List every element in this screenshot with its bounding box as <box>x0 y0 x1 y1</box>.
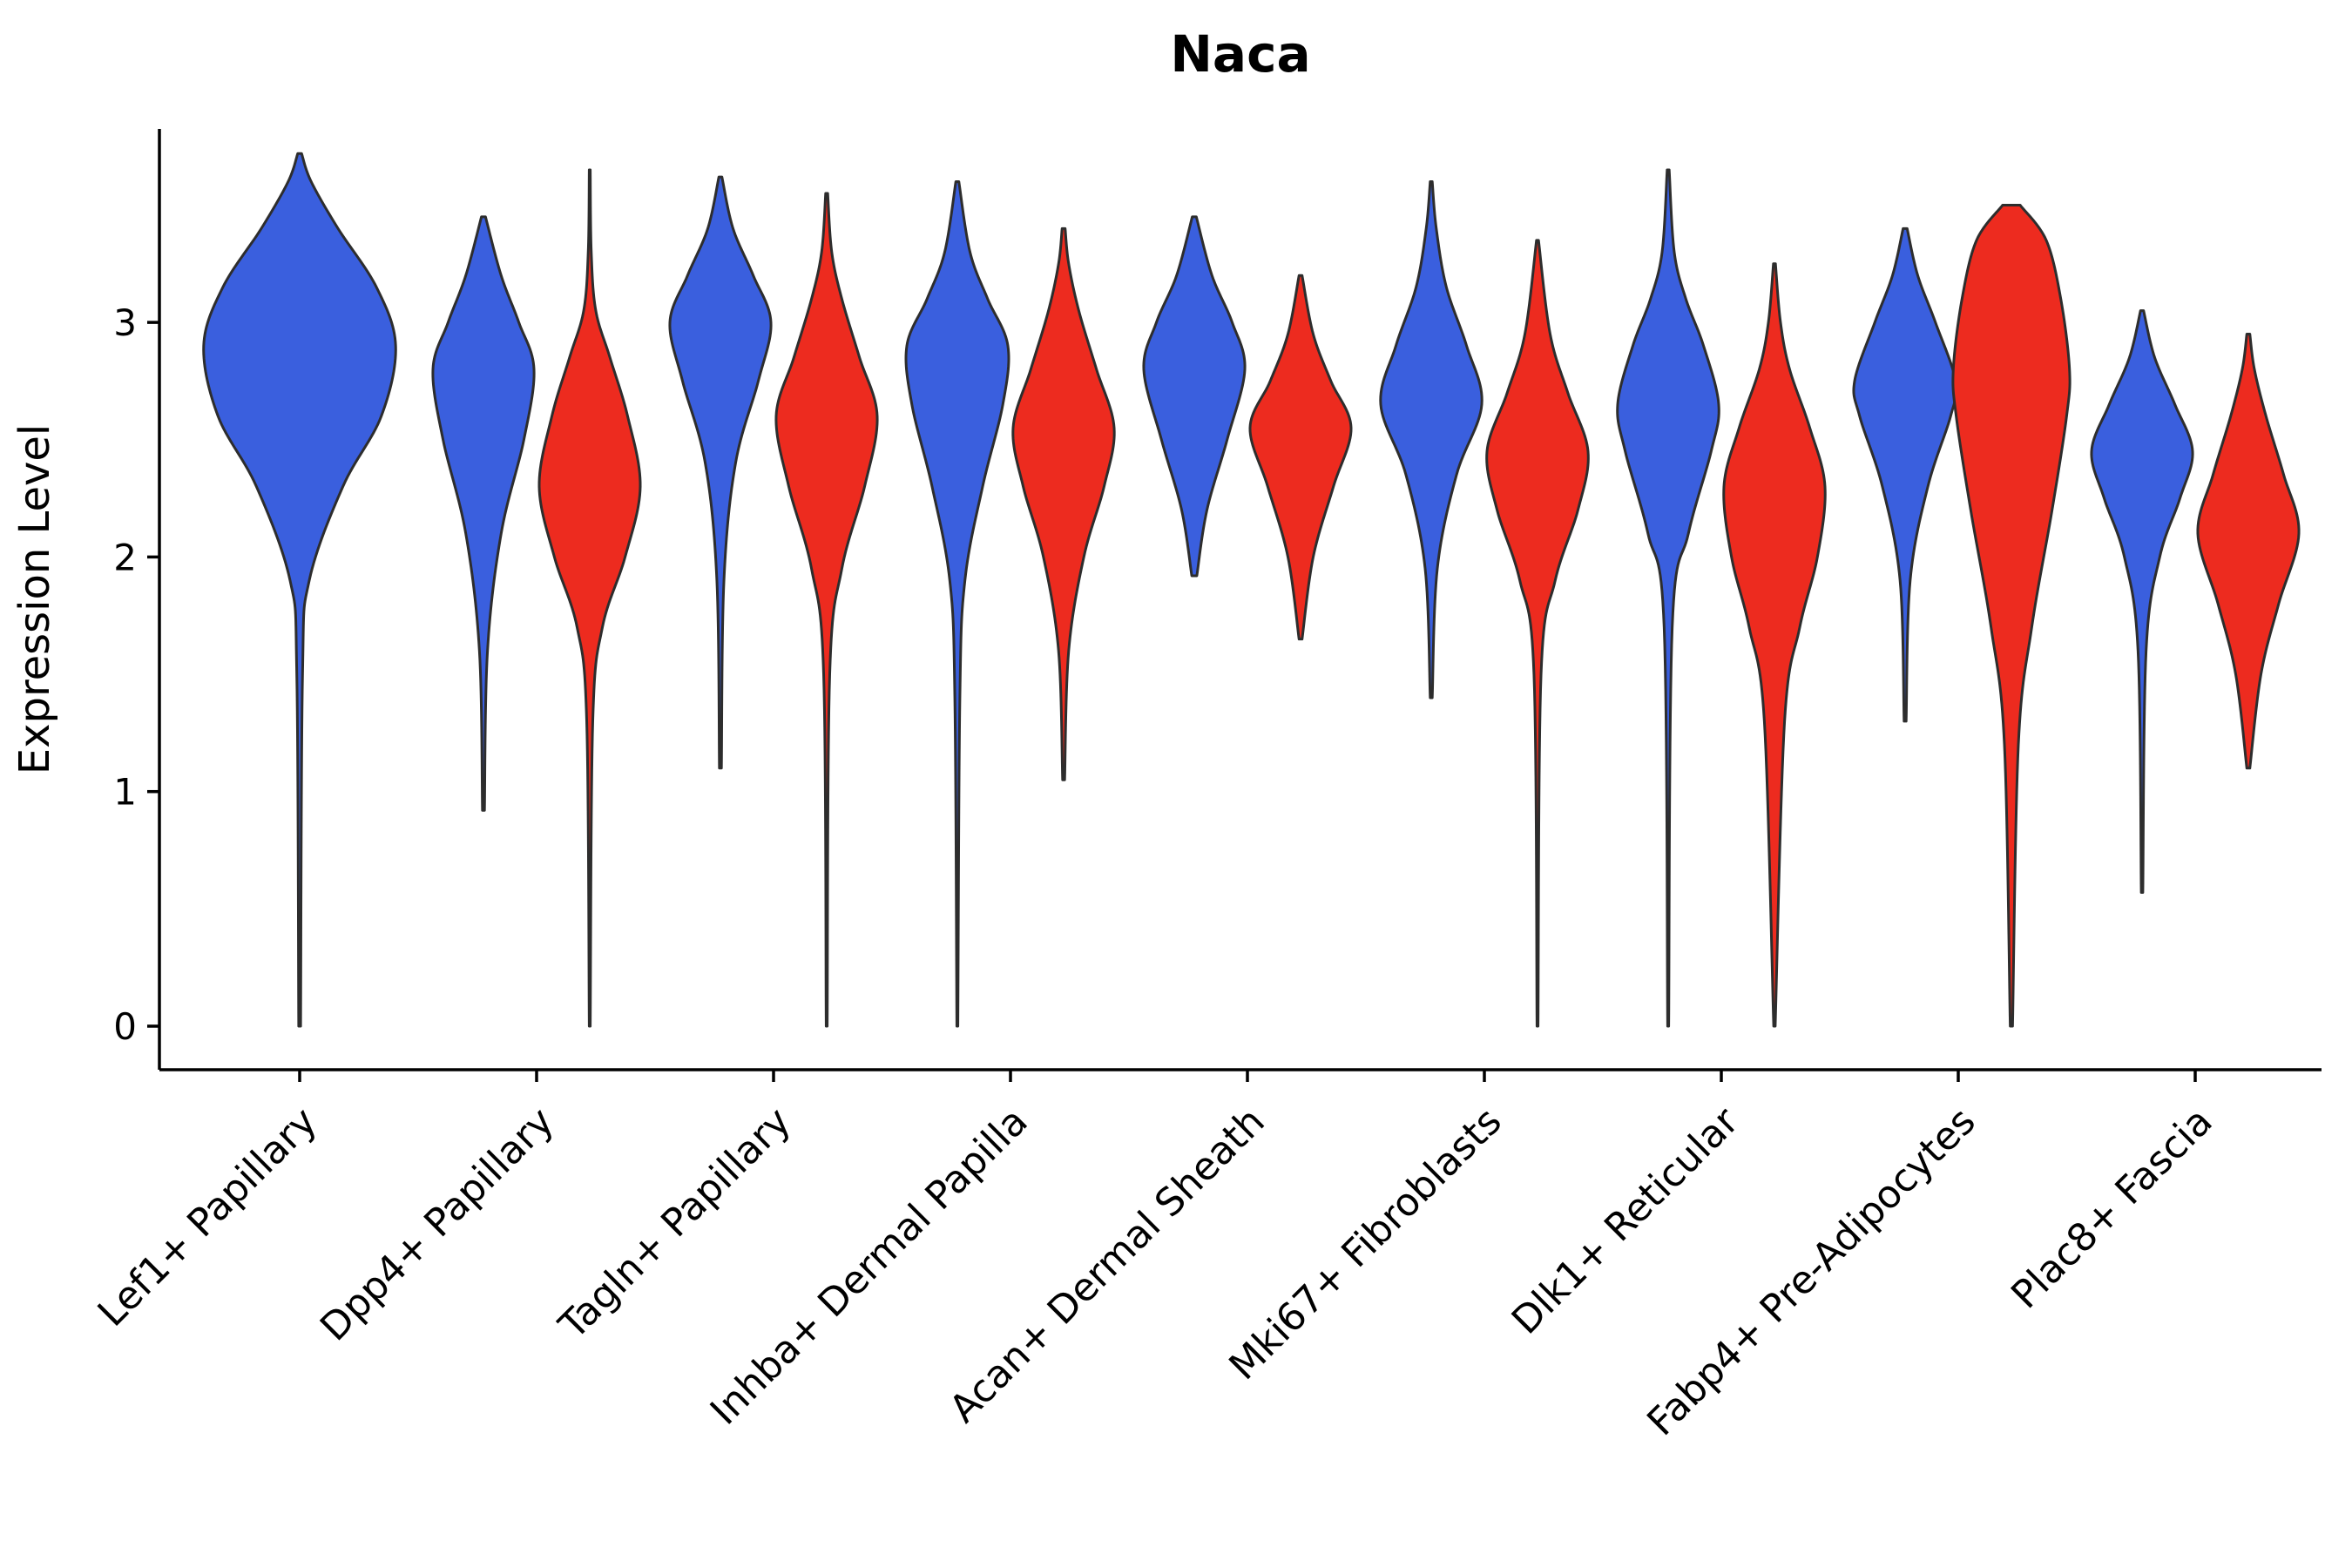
violin-red-cat6 <box>1722 262 1827 1028</box>
violin-red-cat8 <box>2196 333 2301 770</box>
violin-blue-cat3 <box>904 180 1010 1028</box>
axes-group <box>158 129 2322 1071</box>
x-tick-label-cat5: Mki67+ Fibroblasts <box>1220 1099 1510 1389</box>
x-tick-label-cat0: Lef1+ Papillary <box>90 1099 326 1335</box>
violin-blue-cat6 <box>1616 168 1720 1028</box>
violin-red-cat5 <box>1485 239 1590 1028</box>
violin-red-cat4 <box>1248 274 1353 641</box>
y-tick-label: 0 <box>113 1005 137 1048</box>
y-tick-label: 1 <box>113 771 137 814</box>
violin-blue-cat7 <box>1852 226 1958 723</box>
violins-group <box>202 152 2301 1028</box>
x-tick-label-cat2: Tagln+ Papillary <box>551 1099 800 1348</box>
violin-blue-cat2 <box>668 175 773 770</box>
x-tick-label-cat1: Dpp4+ Papillary <box>312 1099 563 1350</box>
y-tick-label: 3 <box>113 301 137 344</box>
violin-blue-cat4 <box>1142 215 1247 578</box>
y-tick-label: 2 <box>113 536 137 578</box>
violin-red-cat1 <box>537 168 642 1028</box>
x-tick-label-cat8: Plac8+ Fascia <box>2003 1099 2221 1318</box>
violin-blue-cat5 <box>1379 180 1484 700</box>
y-tick-labels-group: 0 1 2 3 <box>113 301 159 1048</box>
violin-red-cat2 <box>774 192 879 1028</box>
violin-blue-cat0 <box>202 152 397 1028</box>
x-tick-label-cat6: Dlk1+ Reticular <box>1504 1098 1748 1343</box>
y-axis-label: Expression Level <box>10 424 59 775</box>
violin-blue-cat1 <box>431 215 536 812</box>
violin-red-cat7 <box>1951 203 2072 1028</box>
violin-blue-cat8 <box>2090 309 2194 894</box>
violin-red-cat3 <box>1011 226 1116 781</box>
chart-title: Naca <box>1170 24 1310 84</box>
